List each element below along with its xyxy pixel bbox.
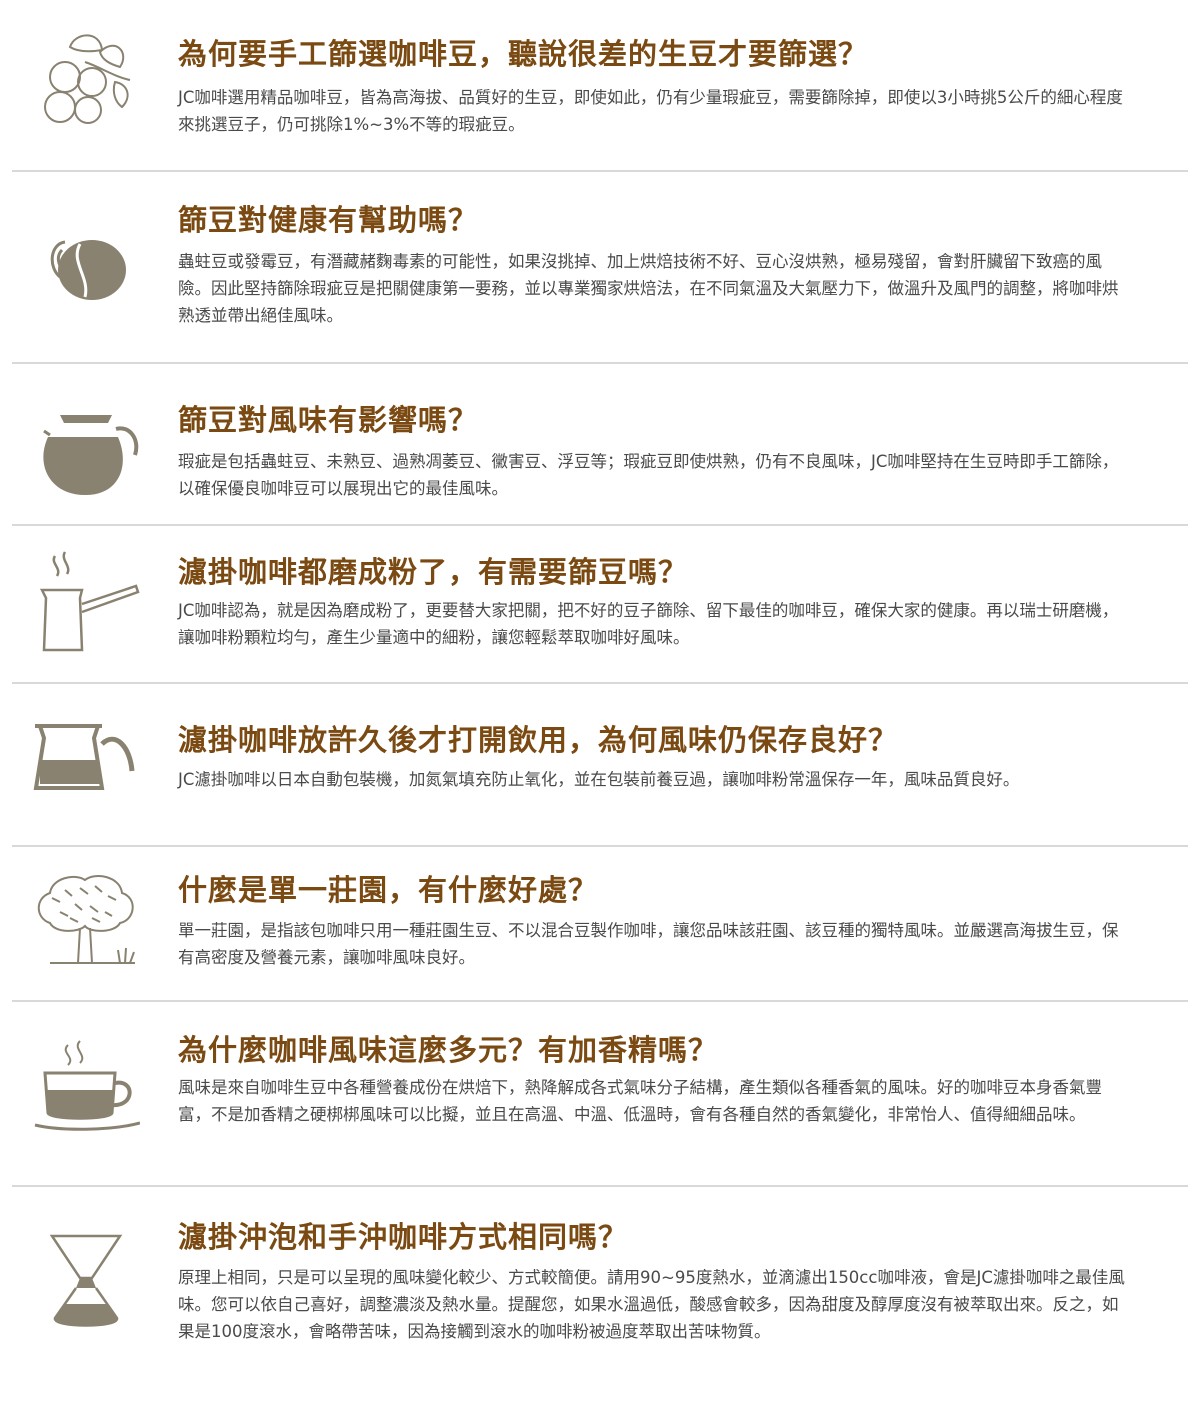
faq-question: 什麼是單一莊園，有什麼好處？ (178, 873, 599, 907)
faq-answer: JC濾掛咖啡以日本自動包裝機，加氮氣填充防止氧化，並在包裝前養豆過，讓咖啡粉常溫… (178, 770, 1020, 789)
divider (12, 1185, 1188, 1187)
coffee-carafe-icon (30, 716, 140, 826)
faq-answer: JC咖啡認為，就是因為磨成粉了，更要替大家把關，把不好的豆子篩除、留下最佳的咖啡… (178, 601, 1119, 647)
divider (12, 1000, 1188, 1002)
chemex-icon (30, 1228, 140, 1338)
faq-answer: 單一莊園，是指該包咖啡只用一種莊園生豆、不以混合豆製作咖啡，讓您品味該莊園、該豆… (178, 921, 1119, 967)
divider (12, 845, 1188, 847)
coffee-branch-icon (30, 22, 140, 132)
faq-question: 篩豆對健康有幫助嗎？ (178, 203, 479, 237)
faq-question: 濾掛沖泡和手沖咖啡方式相同嗎？ (178, 1220, 629, 1254)
faq-question: 篩豆對風味有影響嗎？ (178, 403, 479, 437)
faq-question: 為何要手工篩選咖啡豆，聽說很差的生豆才要篩選？ (178, 37, 869, 71)
faq-question: 濾掛咖啡放許久後才打開飲用，為何風味仍保存良好？ (178, 723, 899, 757)
faq-answer: 蟲蛀豆或發霉豆，有潛藏赭麴毒素的可能性，如果沒挑掉、加上烘焙技術不好、豆心沒烘熟… (178, 252, 1119, 325)
faq-answer: 瑕疵是包括蟲蛀豆、未熟豆、過熟凋萎豆、黴害豆、浮豆等；瑕疵豆即使烘熟，仍有不良風… (178, 452, 1119, 498)
faq-question: 為什麼咖啡風味這麼多元？有加香精嗎？ (178, 1033, 719, 1067)
tree-icon (30, 868, 140, 978)
coffee-cup-icon (30, 1035, 140, 1145)
divider (12, 170, 1188, 172)
faq-answer: JC咖啡選用精品咖啡豆，皆為高海拔、品質好的生豆，即使如此，仍有少量瑕疵豆，需要… (178, 88, 1123, 134)
divider (12, 524, 1188, 526)
divider (12, 362, 1188, 364)
divider (12, 682, 1188, 684)
faq-question: 濾掛咖啡都磨成粉了，有需要篩豆嗎？ (178, 555, 689, 589)
faq-answer: 風味是來自咖啡生豆中各種營養成份在烘焙下，熱降解成各式氣味分子結構，產生類似各種… (178, 1078, 1102, 1124)
faq-answer: 原理上相同，只是可以呈現的風味變化較少、方式較簡便。請用90~95度熱水，並滴濾… (178, 1268, 1125, 1341)
coffee-bean-icon (30, 212, 140, 322)
coffee-pot-icon (30, 395, 140, 505)
turkish-coffee-pot-icon (30, 548, 140, 658)
